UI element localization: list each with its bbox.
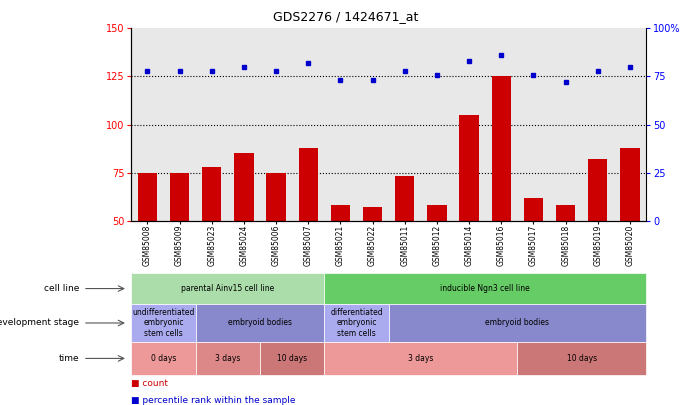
Text: time: time <box>59 354 79 363</box>
Bar <box>524 198 543 221</box>
Bar <box>363 207 382 221</box>
Text: ■ count: ■ count <box>131 379 169 388</box>
Text: undifferentiated
embryonic
stem cells: undifferentiated embryonic stem cells <box>132 308 195 338</box>
Text: cell line: cell line <box>44 284 79 293</box>
Bar <box>267 173 285 221</box>
Text: inducible Ngn3 cell line: inducible Ngn3 cell line <box>440 284 530 293</box>
Text: 3 days: 3 days <box>215 354 240 363</box>
Bar <box>299 148 318 221</box>
Text: embryoid bodies: embryoid bodies <box>485 318 549 328</box>
Text: 3 days: 3 days <box>408 354 433 363</box>
Bar <box>202 167 221 221</box>
Bar <box>138 173 157 221</box>
Bar <box>170 173 189 221</box>
Text: ■ percentile rank within the sample: ■ percentile rank within the sample <box>131 396 296 405</box>
Bar <box>331 205 350 221</box>
Bar <box>234 153 254 221</box>
Bar <box>427 205 446 221</box>
Bar <box>588 159 607 221</box>
Bar <box>460 115 479 221</box>
Bar <box>491 77 511 221</box>
Bar <box>395 177 415 221</box>
Text: development stage: development stage <box>0 318 79 328</box>
Text: GDS2276 / 1424671_at: GDS2276 / 1424671_at <box>273 10 418 23</box>
Text: 10 days: 10 days <box>277 354 307 363</box>
Bar <box>621 148 640 221</box>
Text: parental Ainv15 cell line: parental Ainv15 cell line <box>181 284 274 293</box>
Bar <box>556 205 576 221</box>
Text: embryoid bodies: embryoid bodies <box>228 318 292 328</box>
Text: 10 days: 10 days <box>567 354 597 363</box>
Text: 0 days: 0 days <box>151 354 176 363</box>
Text: differentiated
embryonic
stem cells: differentiated embryonic stem cells <box>330 308 383 338</box>
